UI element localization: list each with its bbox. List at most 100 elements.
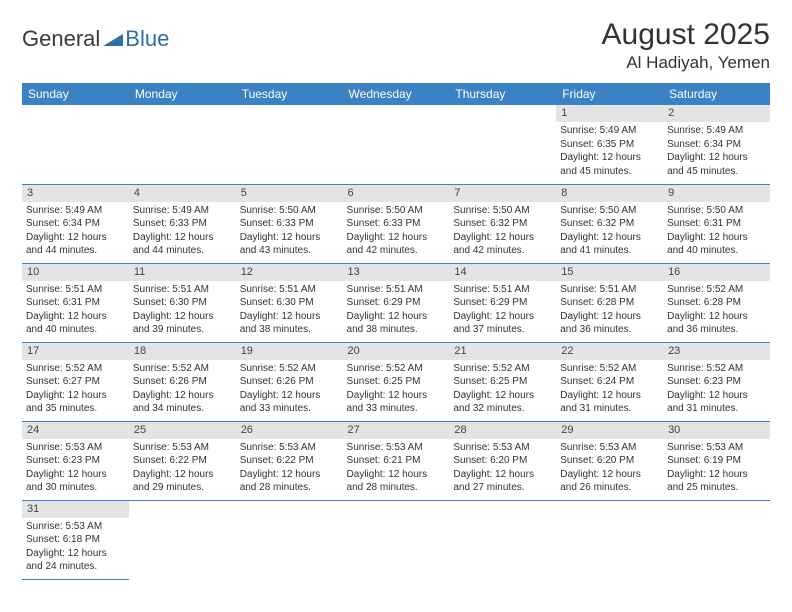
day-cell: 3Sunrise: 5:49 AMSunset: 6:34 PMDaylight… <box>22 184 129 263</box>
empty-cell <box>343 500 450 579</box>
day-details: Sunrise: 5:53 AMSunset: 6:20 PMDaylight:… <box>556 439 663 497</box>
day-number: 15 <box>556 264 663 281</box>
day-details: Sunrise: 5:52 AMSunset: 6:28 PMDaylight:… <box>663 281 770 339</box>
day-details: Sunrise: 5:53 AMSunset: 6:19 PMDaylight:… <box>663 439 770 497</box>
empty-cell <box>236 105 343 184</box>
day-details: Sunrise: 5:49 AMSunset: 6:34 PMDaylight:… <box>22 202 129 260</box>
day-cell: 9Sunrise: 5:50 AMSunset: 6:31 PMDaylight… <box>663 184 770 263</box>
day-cell: 6Sunrise: 5:50 AMSunset: 6:33 PMDaylight… <box>343 184 450 263</box>
day-cell: 1Sunrise: 5:49 AMSunset: 6:35 PMDaylight… <box>556 105 663 184</box>
day-number: 12 <box>236 264 343 281</box>
calendar-row: 17Sunrise: 5:52 AMSunset: 6:27 PMDayligh… <box>22 342 770 421</box>
day-number: 24 <box>22 422 129 439</box>
day-number: 27 <box>343 422 450 439</box>
day-cell: 26Sunrise: 5:53 AMSunset: 6:22 PMDayligh… <box>236 421 343 500</box>
weekday-row: SundayMondayTuesdayWednesdayThursdayFrid… <box>22 83 770 105</box>
day-cell: 7Sunrise: 5:50 AMSunset: 6:32 PMDaylight… <box>449 184 556 263</box>
day-cell: 23Sunrise: 5:52 AMSunset: 6:23 PMDayligh… <box>663 342 770 421</box>
day-cell: 27Sunrise: 5:53 AMSunset: 6:21 PMDayligh… <box>343 421 450 500</box>
calendar-row: 10Sunrise: 5:51 AMSunset: 6:31 PMDayligh… <box>22 263 770 342</box>
calendar-row: 3Sunrise: 5:49 AMSunset: 6:34 PMDaylight… <box>22 184 770 263</box>
day-cell: 14Sunrise: 5:51 AMSunset: 6:29 PMDayligh… <box>449 263 556 342</box>
day-cell: 21Sunrise: 5:52 AMSunset: 6:25 PMDayligh… <box>449 342 556 421</box>
day-details: Sunrise: 5:50 AMSunset: 6:33 PMDaylight:… <box>236 202 343 260</box>
weekday-header: Monday <box>129 83 236 105</box>
day-cell: 24Sunrise: 5:53 AMSunset: 6:23 PMDayligh… <box>22 421 129 500</box>
day-number: 2 <box>663 105 770 122</box>
day-number: 20 <box>343 343 450 360</box>
day-details: Sunrise: 5:51 AMSunset: 6:29 PMDaylight:… <box>343 281 450 339</box>
calendar-row: 31Sunrise: 5:53 AMSunset: 6:18 PMDayligh… <box>22 500 770 579</box>
day-number: 13 <box>343 264 450 281</box>
day-number: 10 <box>22 264 129 281</box>
day-cell: 25Sunrise: 5:53 AMSunset: 6:22 PMDayligh… <box>129 421 236 500</box>
day-number: 14 <box>449 264 556 281</box>
day-number: 21 <box>449 343 556 360</box>
weekday-header: Tuesday <box>236 83 343 105</box>
day-number: 26 <box>236 422 343 439</box>
day-number: 25 <box>129 422 236 439</box>
day-details: Sunrise: 5:53 AMSunset: 6:21 PMDaylight:… <box>343 439 450 497</box>
day-cell: 19Sunrise: 5:52 AMSunset: 6:26 PMDayligh… <box>236 342 343 421</box>
day-number: 17 <box>22 343 129 360</box>
month-title: August 2025 <box>602 18 770 51</box>
day-details: Sunrise: 5:49 AMSunset: 6:34 PMDaylight:… <box>663 122 770 180</box>
day-number: 3 <box>22 185 129 202</box>
day-number: 7 <box>449 185 556 202</box>
day-number: 28 <box>449 422 556 439</box>
empty-cell <box>449 500 556 579</box>
day-cell: 17Sunrise: 5:52 AMSunset: 6:27 PMDayligh… <box>22 342 129 421</box>
weekday-header: Friday <box>556 83 663 105</box>
day-details: Sunrise: 5:50 AMSunset: 6:32 PMDaylight:… <box>449 202 556 260</box>
calendar-row: 1Sunrise: 5:49 AMSunset: 6:35 PMDaylight… <box>22 105 770 184</box>
day-details: Sunrise: 5:53 AMSunset: 6:18 PMDaylight:… <box>22 518 129 576</box>
day-details: Sunrise: 5:51 AMSunset: 6:28 PMDaylight:… <box>556 281 663 339</box>
day-details: Sunrise: 5:52 AMSunset: 6:23 PMDaylight:… <box>663 360 770 418</box>
day-details: Sunrise: 5:50 AMSunset: 6:31 PMDaylight:… <box>663 202 770 260</box>
day-number: 29 <box>556 422 663 439</box>
weekday-header: Thursday <box>449 83 556 105</box>
day-number: 9 <box>663 185 770 202</box>
day-cell: 31Sunrise: 5:53 AMSunset: 6:18 PMDayligh… <box>22 500 129 579</box>
day-number: 6 <box>343 185 450 202</box>
day-details: Sunrise: 5:51 AMSunset: 6:31 PMDaylight:… <box>22 281 129 339</box>
day-cell: 4Sunrise: 5:49 AMSunset: 6:33 PMDaylight… <box>129 184 236 263</box>
calendar-head: SundayMondayTuesdayWednesdayThursdayFrid… <box>22 83 770 105</box>
day-number: 4 <box>129 185 236 202</box>
empty-cell <box>663 500 770 579</box>
day-details: Sunrise: 5:53 AMSunset: 6:20 PMDaylight:… <box>449 439 556 497</box>
day-cell: 12Sunrise: 5:51 AMSunset: 6:30 PMDayligh… <box>236 263 343 342</box>
calendar-table: SundayMondayTuesdayWednesdayThursdayFrid… <box>22 83 770 580</box>
logo-text-general: General <box>22 26 100 52</box>
empty-cell <box>343 105 450 184</box>
day-cell: 13Sunrise: 5:51 AMSunset: 6:29 PMDayligh… <box>343 263 450 342</box>
day-details: Sunrise: 5:53 AMSunset: 6:23 PMDaylight:… <box>22 439 129 497</box>
day-details: Sunrise: 5:52 AMSunset: 6:26 PMDaylight:… <box>236 360 343 418</box>
day-number: 31 <box>22 501 129 518</box>
day-number: 11 <box>129 264 236 281</box>
day-details: Sunrise: 5:49 AMSunset: 6:35 PMDaylight:… <box>556 122 663 180</box>
empty-cell <box>449 105 556 184</box>
day-details: Sunrise: 5:51 AMSunset: 6:30 PMDaylight:… <box>236 281 343 339</box>
day-details: Sunrise: 5:52 AMSunset: 6:25 PMDaylight:… <box>449 360 556 418</box>
day-cell: 10Sunrise: 5:51 AMSunset: 6:31 PMDayligh… <box>22 263 129 342</box>
day-details: Sunrise: 5:51 AMSunset: 6:29 PMDaylight:… <box>449 281 556 339</box>
day-details: Sunrise: 5:50 AMSunset: 6:32 PMDaylight:… <box>556 202 663 260</box>
day-cell: 2Sunrise: 5:49 AMSunset: 6:34 PMDaylight… <box>663 105 770 184</box>
empty-cell <box>556 500 663 579</box>
title-block: August 2025 Al Hadiyah, Yemen <box>602 18 770 73</box>
day-cell: 28Sunrise: 5:53 AMSunset: 6:20 PMDayligh… <box>449 421 556 500</box>
day-number: 16 <box>663 264 770 281</box>
logo-triangle-icon <box>103 32 123 51</box>
empty-cell <box>129 500 236 579</box>
day-number: 5 <box>236 185 343 202</box>
day-cell: 22Sunrise: 5:52 AMSunset: 6:24 PMDayligh… <box>556 342 663 421</box>
day-cell: 20Sunrise: 5:52 AMSunset: 6:25 PMDayligh… <box>343 342 450 421</box>
logo: General Blue <box>22 18 169 53</box>
logo-text-blue: Blue <box>125 26 169 52</box>
weekday-header: Saturday <box>663 83 770 105</box>
calendar-body: 1Sunrise: 5:49 AMSunset: 6:35 PMDaylight… <box>22 105 770 579</box>
day-cell: 29Sunrise: 5:53 AMSunset: 6:20 PMDayligh… <box>556 421 663 500</box>
empty-cell <box>22 105 129 184</box>
day-details: Sunrise: 5:53 AMSunset: 6:22 PMDaylight:… <box>236 439 343 497</box>
